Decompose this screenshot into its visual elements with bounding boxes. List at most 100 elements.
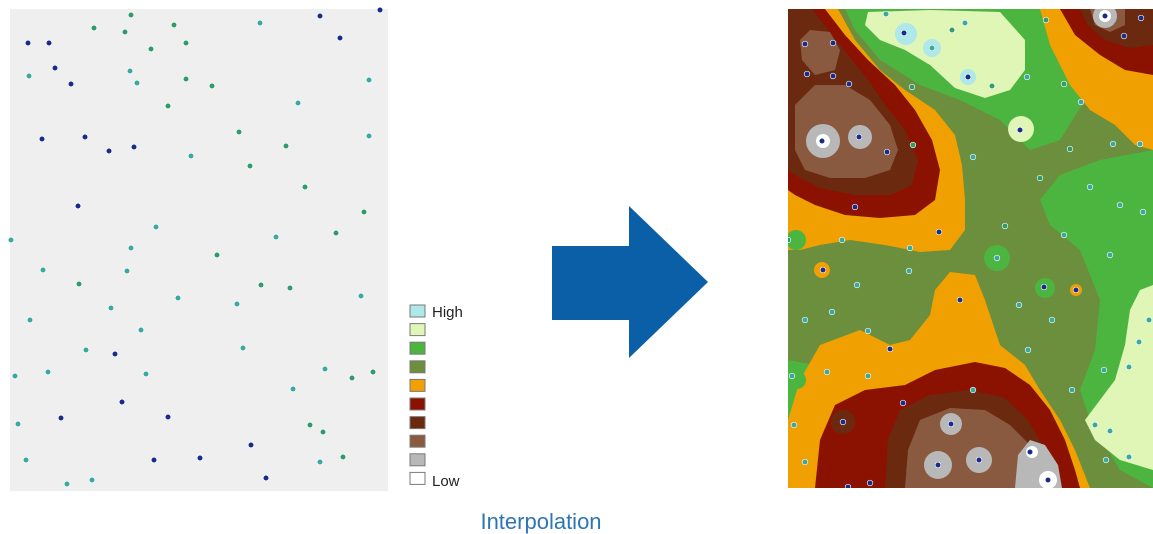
surface-point-43 xyxy=(993,254,1001,262)
surface-point-27 xyxy=(1066,145,1074,153)
sample-point-5 xyxy=(256,19,264,27)
surface-point-52 xyxy=(864,327,872,335)
surface-zone-green-spot-3 xyxy=(788,230,806,250)
sample-point-9 xyxy=(45,39,53,47)
sample-point-1 xyxy=(127,11,135,19)
surface-point-57 xyxy=(1135,338,1143,346)
sample-point-13 xyxy=(25,72,33,80)
sample-point-57 xyxy=(142,370,150,378)
sample-point-22 xyxy=(294,99,302,107)
legend-low-label: Low xyxy=(432,473,460,490)
surface-point-77 xyxy=(844,483,852,488)
interpolated-surface-map xyxy=(788,9,1153,488)
surface-point-61 xyxy=(1100,366,1108,374)
sample-point-70 xyxy=(150,456,158,464)
surface-point-46 xyxy=(1106,251,1114,259)
legend-swatch-5 xyxy=(409,378,426,392)
surface-point-67 xyxy=(947,420,955,428)
sample-point-74 xyxy=(63,480,71,488)
surface-point-75 xyxy=(1125,453,1133,461)
arrow-shape xyxy=(552,206,708,358)
sample-point-59 xyxy=(348,374,356,382)
surface-point-68 xyxy=(1091,421,1099,429)
sample-point-18 xyxy=(182,75,190,83)
surface-point-11 xyxy=(1137,14,1145,22)
surface-point-51 xyxy=(828,308,836,316)
sample-point-69 xyxy=(196,454,204,462)
sample-point-76 xyxy=(262,474,270,482)
surface-point-16 xyxy=(964,73,972,81)
sample-point-49 xyxy=(107,304,115,312)
surface-point-35 xyxy=(788,236,792,244)
surface-point-23 xyxy=(883,148,891,156)
sample-point-64 xyxy=(164,413,172,421)
sample-point-54 xyxy=(239,344,247,352)
sample-point-56 xyxy=(44,368,52,376)
sample-point-48 xyxy=(357,292,365,300)
surface-sample-points xyxy=(788,10,1153,488)
surface-point-50 xyxy=(801,316,809,324)
sample-point-71 xyxy=(22,456,30,464)
sample-point-24 xyxy=(81,133,89,141)
surface-point-39 xyxy=(1001,222,1009,230)
sample-point-47 xyxy=(233,300,241,308)
surface-point-56 xyxy=(1024,346,1032,354)
sample-point-68 xyxy=(247,441,255,449)
sample-point-19 xyxy=(208,82,216,90)
surface-point-9 xyxy=(1101,12,1109,20)
sample-point-39 xyxy=(272,233,280,241)
surface-point-55 xyxy=(886,345,894,353)
surface-point-73 xyxy=(975,456,983,464)
sample-point-36 xyxy=(7,236,15,244)
sample-point-27 xyxy=(187,152,195,160)
sample-point-10 xyxy=(147,45,155,53)
sample-point-45 xyxy=(286,284,294,292)
surface-point-70 xyxy=(790,421,798,429)
sample-point-7 xyxy=(376,6,384,14)
sample-point-75 xyxy=(88,476,96,484)
surface-point-12 xyxy=(803,70,811,78)
sample-point-17 xyxy=(133,79,141,87)
surface-point-5 xyxy=(928,44,936,52)
sample-point-16 xyxy=(126,67,134,75)
sample-point-65 xyxy=(14,420,22,428)
surface-point-13 xyxy=(829,72,837,80)
surface-point-31 xyxy=(1086,183,1094,191)
sample-points xyxy=(7,6,384,488)
surface-point-60 xyxy=(864,372,872,380)
surface-point-78 xyxy=(866,479,874,487)
legend-swatch-10 xyxy=(409,471,426,485)
sample-point-46 xyxy=(174,294,182,302)
sample-point-21 xyxy=(164,102,172,110)
sample-point-8 xyxy=(24,39,32,47)
sample-point-41 xyxy=(39,266,47,274)
legend-swatch-1 xyxy=(409,304,426,318)
surface-point-64 xyxy=(1068,386,1076,394)
sample-point-44 xyxy=(257,281,265,289)
surface-point-65 xyxy=(899,399,907,407)
legend-swatch-7 xyxy=(409,416,426,430)
sample-point-3 xyxy=(121,28,129,36)
surface-point-28 xyxy=(1109,140,1117,148)
surface-point-7 xyxy=(961,19,969,27)
sample-point-2 xyxy=(90,24,98,32)
sample-point-26 xyxy=(130,143,138,151)
sample-point-67 xyxy=(319,428,327,436)
sample-point-11 xyxy=(182,39,190,47)
surface-point-45 xyxy=(1072,286,1080,294)
sample-point-14 xyxy=(51,64,59,72)
surface-point-62 xyxy=(1125,363,1133,371)
sample-point-31 xyxy=(246,162,254,170)
surface-point-18 xyxy=(1023,73,1031,81)
legend-swatch-2 xyxy=(409,323,426,337)
sample-point-32 xyxy=(301,183,309,191)
surface-point-63 xyxy=(969,386,977,394)
right-arrow-icon xyxy=(552,206,708,358)
sample-point-43 xyxy=(123,267,131,275)
surface-point-41 xyxy=(819,266,827,274)
surface-point-76 xyxy=(801,458,809,466)
caption-interpolation: Interpolation xyxy=(480,509,601,534)
surface-point-26 xyxy=(1016,126,1024,134)
sample-point-42 xyxy=(75,280,83,288)
surface-point-10 xyxy=(1120,32,1128,40)
